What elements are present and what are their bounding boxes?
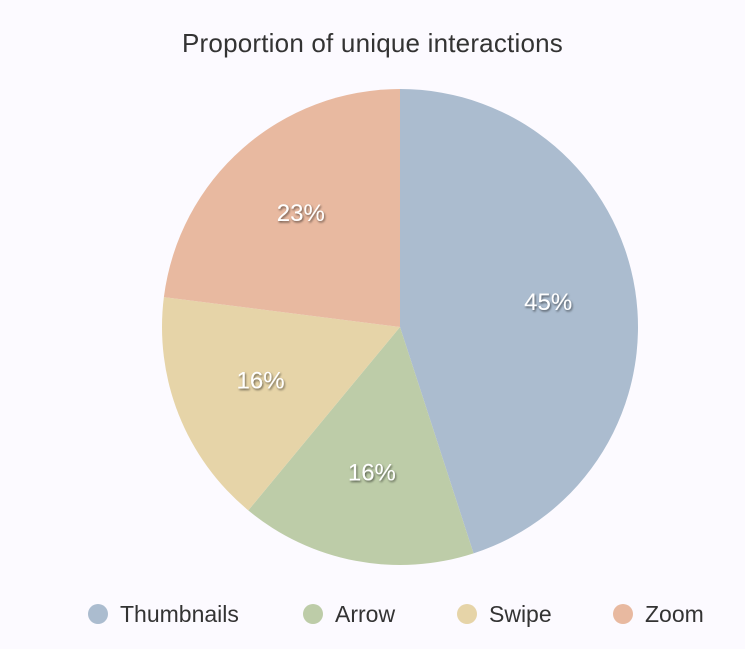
slice-label-arrow: 16%	[348, 460, 396, 487]
pie-slice-arrow	[248, 327, 474, 565]
pie-labels: 45% 16% 16% 23%	[237, 200, 573, 487]
legend: Thumbnails Arrow Swipe Zoom	[0, 598, 745, 630]
legend-label-arrow: Arrow	[335, 600, 396, 627]
chart-title: Proportion of unique interactions	[182, 28, 563, 58]
legend-item-zoom: Zoom	[613, 598, 704, 630]
slice-label-thumbnails: 45%	[524, 289, 572, 316]
legend-swatch-thumbnails	[88, 604, 108, 624]
pie-slice-zoom	[163, 89, 400, 327]
pie-slices	[161, 89, 639, 565]
legend-item-swipe: Swipe	[457, 598, 552, 630]
pie-slice-thumbnails	[400, 89, 639, 554]
slice-label-zoom: 23%	[277, 200, 325, 227]
legend-label-zoom: Zoom	[645, 600, 704, 627]
legend-swatch-swipe	[457, 604, 477, 624]
legend-label-thumbnails: Thumbnails	[120, 600, 239, 627]
legend-swatch-arrow	[303, 604, 323, 624]
legend-swatch-zoom	[613, 604, 633, 624]
legend-item-arrow: Arrow	[303, 598, 395, 630]
legend-item-thumbnails: Thumbnails	[88, 598, 239, 630]
pie-slice-swipe	[161, 297, 400, 511]
slice-label-swipe: 16%	[237, 368, 285, 395]
legend-label-swipe: Swipe	[489, 600, 552, 627]
